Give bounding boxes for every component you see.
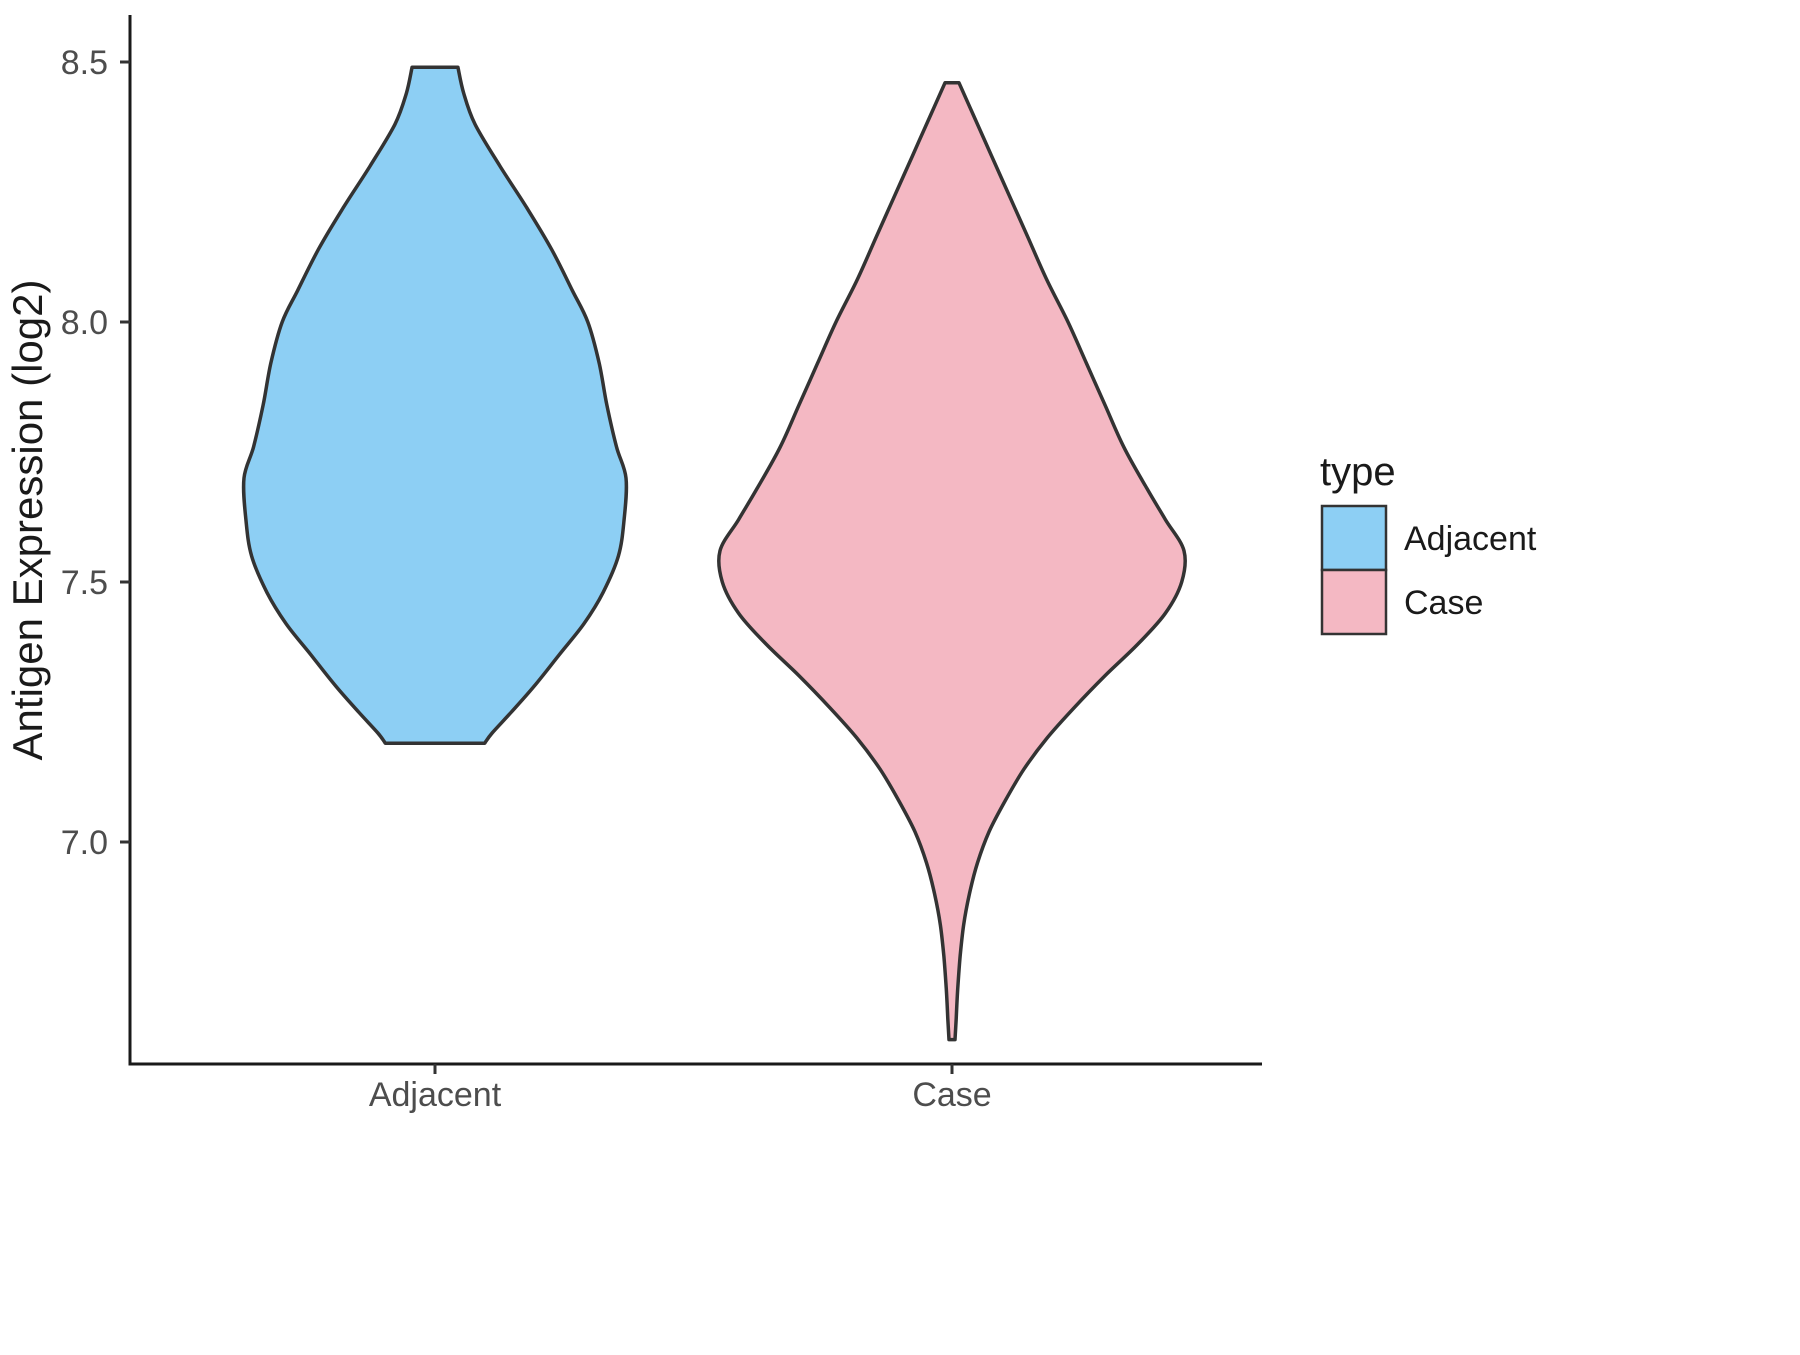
y-tick-label: 8.0 [61,304,108,342]
y-axis-ticks: 8.5 8.0 7.5 7.0 [61,44,130,862]
legend-title: type [1320,450,1396,494]
y-tick-label: 7.0 [61,824,108,862]
legend-key-case [1320,568,1388,636]
violin-case [716,81,1188,1042]
axis-lines [128,15,1262,1066]
legend-key-adjacent [1320,504,1388,572]
legend-label-case: Case [1404,584,1483,622]
y-axis-title: Antigen Expression (log2) [4,280,51,761]
violin-adjacent [241,65,629,745]
x-axis-ticks: Adjacent Case [369,1064,992,1114]
legend: type Adjacent Case [1320,450,1537,636]
y-tick-label: 7.5 [61,564,108,602]
x-tick-label-adjacent: Adjacent [369,1076,502,1114]
x-tick-label-case: Case [912,1076,991,1114]
legend-label-adjacent: Adjacent [1404,520,1537,558]
violins-group [241,65,1188,1042]
y-tick-label: 8.5 [61,44,108,82]
